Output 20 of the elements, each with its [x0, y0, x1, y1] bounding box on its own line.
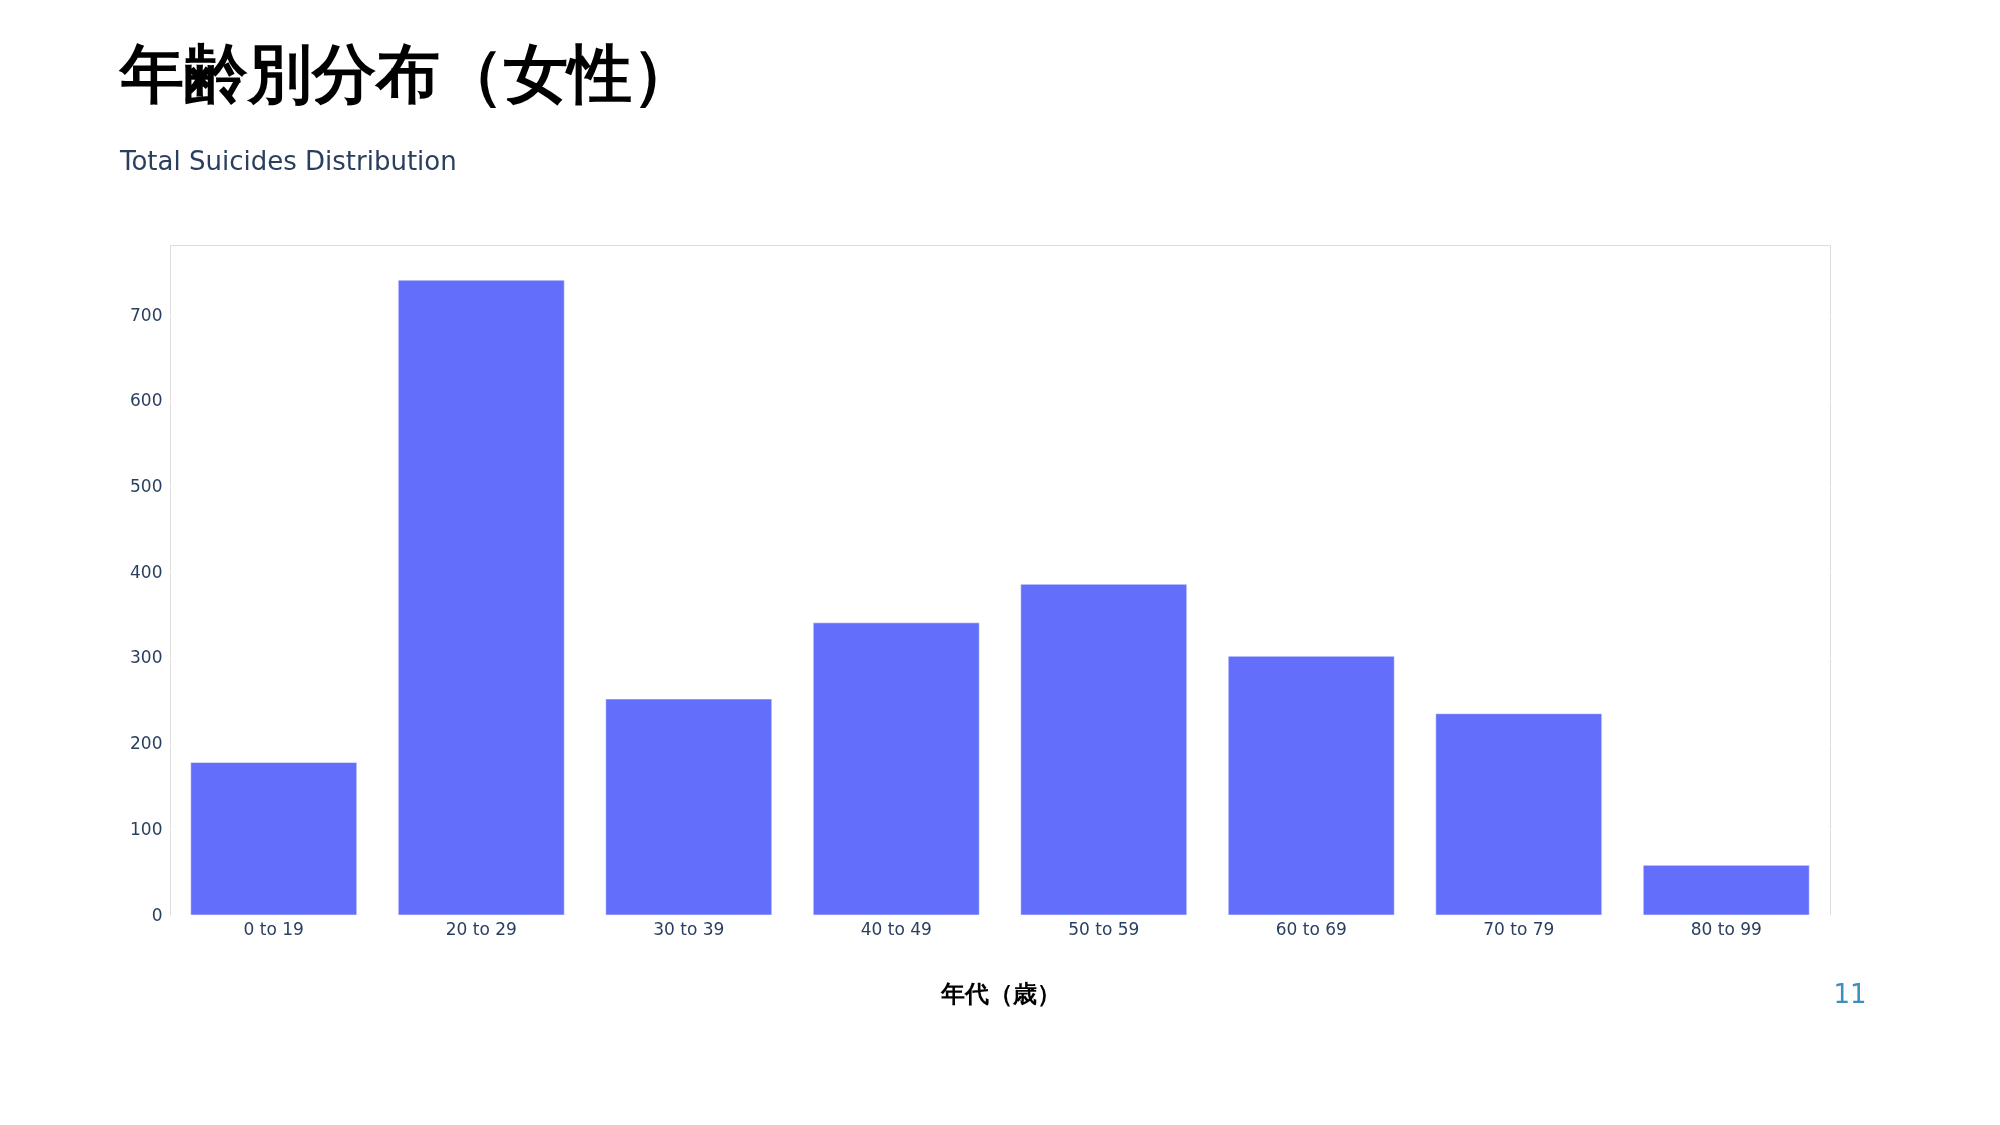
- x-axis-title: 年代（歳）: [939, 979, 1061, 1008]
- y-tick-label: 700: [130, 304, 163, 325]
- chart-title: 年齢別分布（女性）: [118, 37, 696, 111]
- x-tick-label: 30 to 39: [653, 918, 725, 939]
- y-tick-label: 400: [130, 561, 163, 582]
- x-tick-label: 0 to 19: [243, 918, 304, 939]
- x-tick-label: 60 to 69: [1275, 918, 1347, 939]
- y-tick-label: 0: [151, 904, 163, 925]
- x-tick-label: 40 to 49: [860, 918, 932, 939]
- y-tick-label: 200: [130, 733, 163, 754]
- chart-subtitle: Total Suicides Distribution: [119, 146, 457, 176]
- x-tick-label: 50 to 59: [1068, 918, 1140, 939]
- y-tick-label: 100: [130, 818, 163, 839]
- x-tick-label: 20 to 29: [445, 918, 517, 939]
- x-tick-label: 80 to 99: [1690, 918, 1762, 939]
- y-tick-label: 300: [130, 647, 163, 668]
- x-tick-label: 70 to 79: [1483, 918, 1555, 939]
- y-tick-label: 600: [130, 390, 163, 411]
- y-tick-label: 500: [130, 476, 163, 497]
- text: 11: [1833, 979, 1867, 1009]
